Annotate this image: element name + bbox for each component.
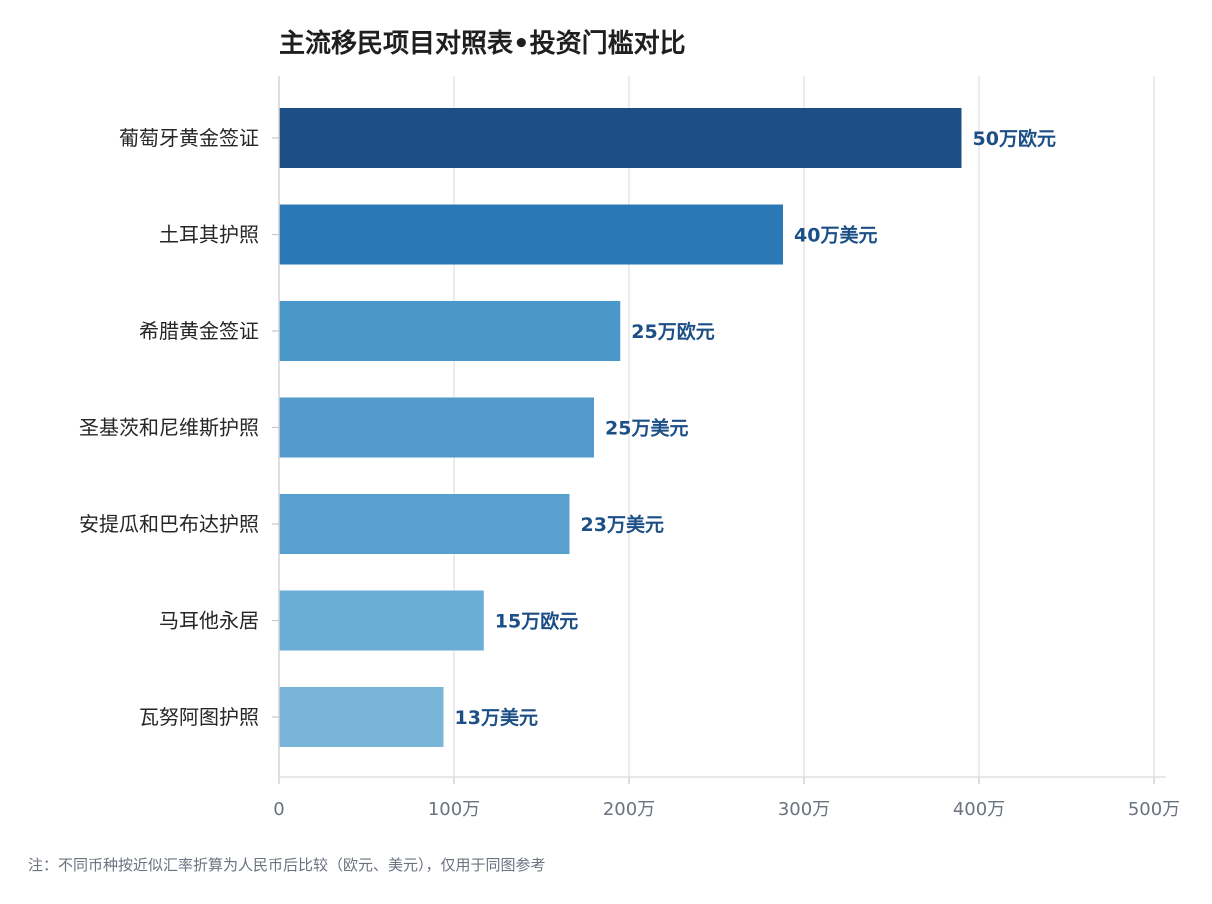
data-label: 25万欧元 — [631, 320, 714, 343]
category-label: 安提瓜和巴布达护照 — [79, 512, 259, 536]
category-label: 葡萄牙黄金签证 — [119, 126, 259, 150]
data-label: 13万美元 — [455, 706, 538, 729]
chart-footnote: 注：不同币种按近似汇率折算为人民币后比较（欧元、美元），仅用于同图参考 — [28, 856, 546, 874]
data-label: 23万美元 — [581, 513, 664, 536]
bar — [279, 687, 444, 747]
data-label: 50万欧元 — [973, 127, 1056, 150]
category-label: 马耳他永居 — [159, 609, 259, 633]
x-tick-label: 200万 — [603, 799, 655, 820]
bar — [279, 204, 783, 265]
category-label: 圣基茨和尼维斯护照 — [79, 416, 259, 440]
x-tick-label: 500万 — [1128, 799, 1180, 820]
chart-title: 主流移民项目对照表•投资门槛对比 — [279, 29, 686, 59]
x-tick-label: 400万 — [953, 799, 1005, 820]
data-label: 15万欧元 — [495, 610, 578, 633]
bar-layer: 50万欧元 40万美元 25万欧元 25万美元 23万美元 15万欧元 13万美元 — [279, 108, 1056, 747]
x-tick-label: 300万 — [778, 799, 830, 820]
bar — [279, 301, 621, 361]
category-label: 瓦努阿图护照 — [139, 705, 259, 729]
x-tick-label: 0 — [273, 799, 284, 820]
bar — [279, 108, 962, 168]
axis-layer: 0 100万 200万 300万 400万 500万 葡萄牙黄金签证土耳其护照希腊黄金签证圣… — [79, 76, 1180, 820]
data-label: 40万美元 — [794, 224, 877, 247]
bar — [279, 494, 570, 554]
data-label: 25万美元 — [605, 417, 688, 440]
bar — [279, 590, 484, 651]
category-label: 土耳其护照 — [159, 223, 259, 247]
grid-layer — [453, 76, 1155, 777]
bar — [279, 397, 594, 458]
category-label: 希腊黄金签证 — [139, 319, 259, 343]
x-tick-label: 100万 — [428, 799, 480, 820]
